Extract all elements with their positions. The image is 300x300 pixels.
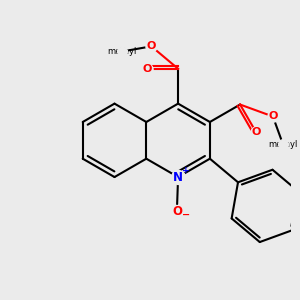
Text: methyl: methyl	[107, 47, 137, 56]
Text: O: O	[142, 64, 152, 74]
Text: +: +	[182, 166, 190, 175]
Text: methyl: methyl	[268, 140, 298, 149]
Text: N: N	[173, 171, 183, 184]
Text: −: −	[182, 210, 190, 220]
Text: O: O	[251, 127, 260, 136]
Text: O: O	[147, 41, 156, 51]
Text: methyl: methyl	[120, 47, 124, 48]
Text: O: O	[172, 206, 182, 218]
Text: O: O	[268, 112, 278, 122]
